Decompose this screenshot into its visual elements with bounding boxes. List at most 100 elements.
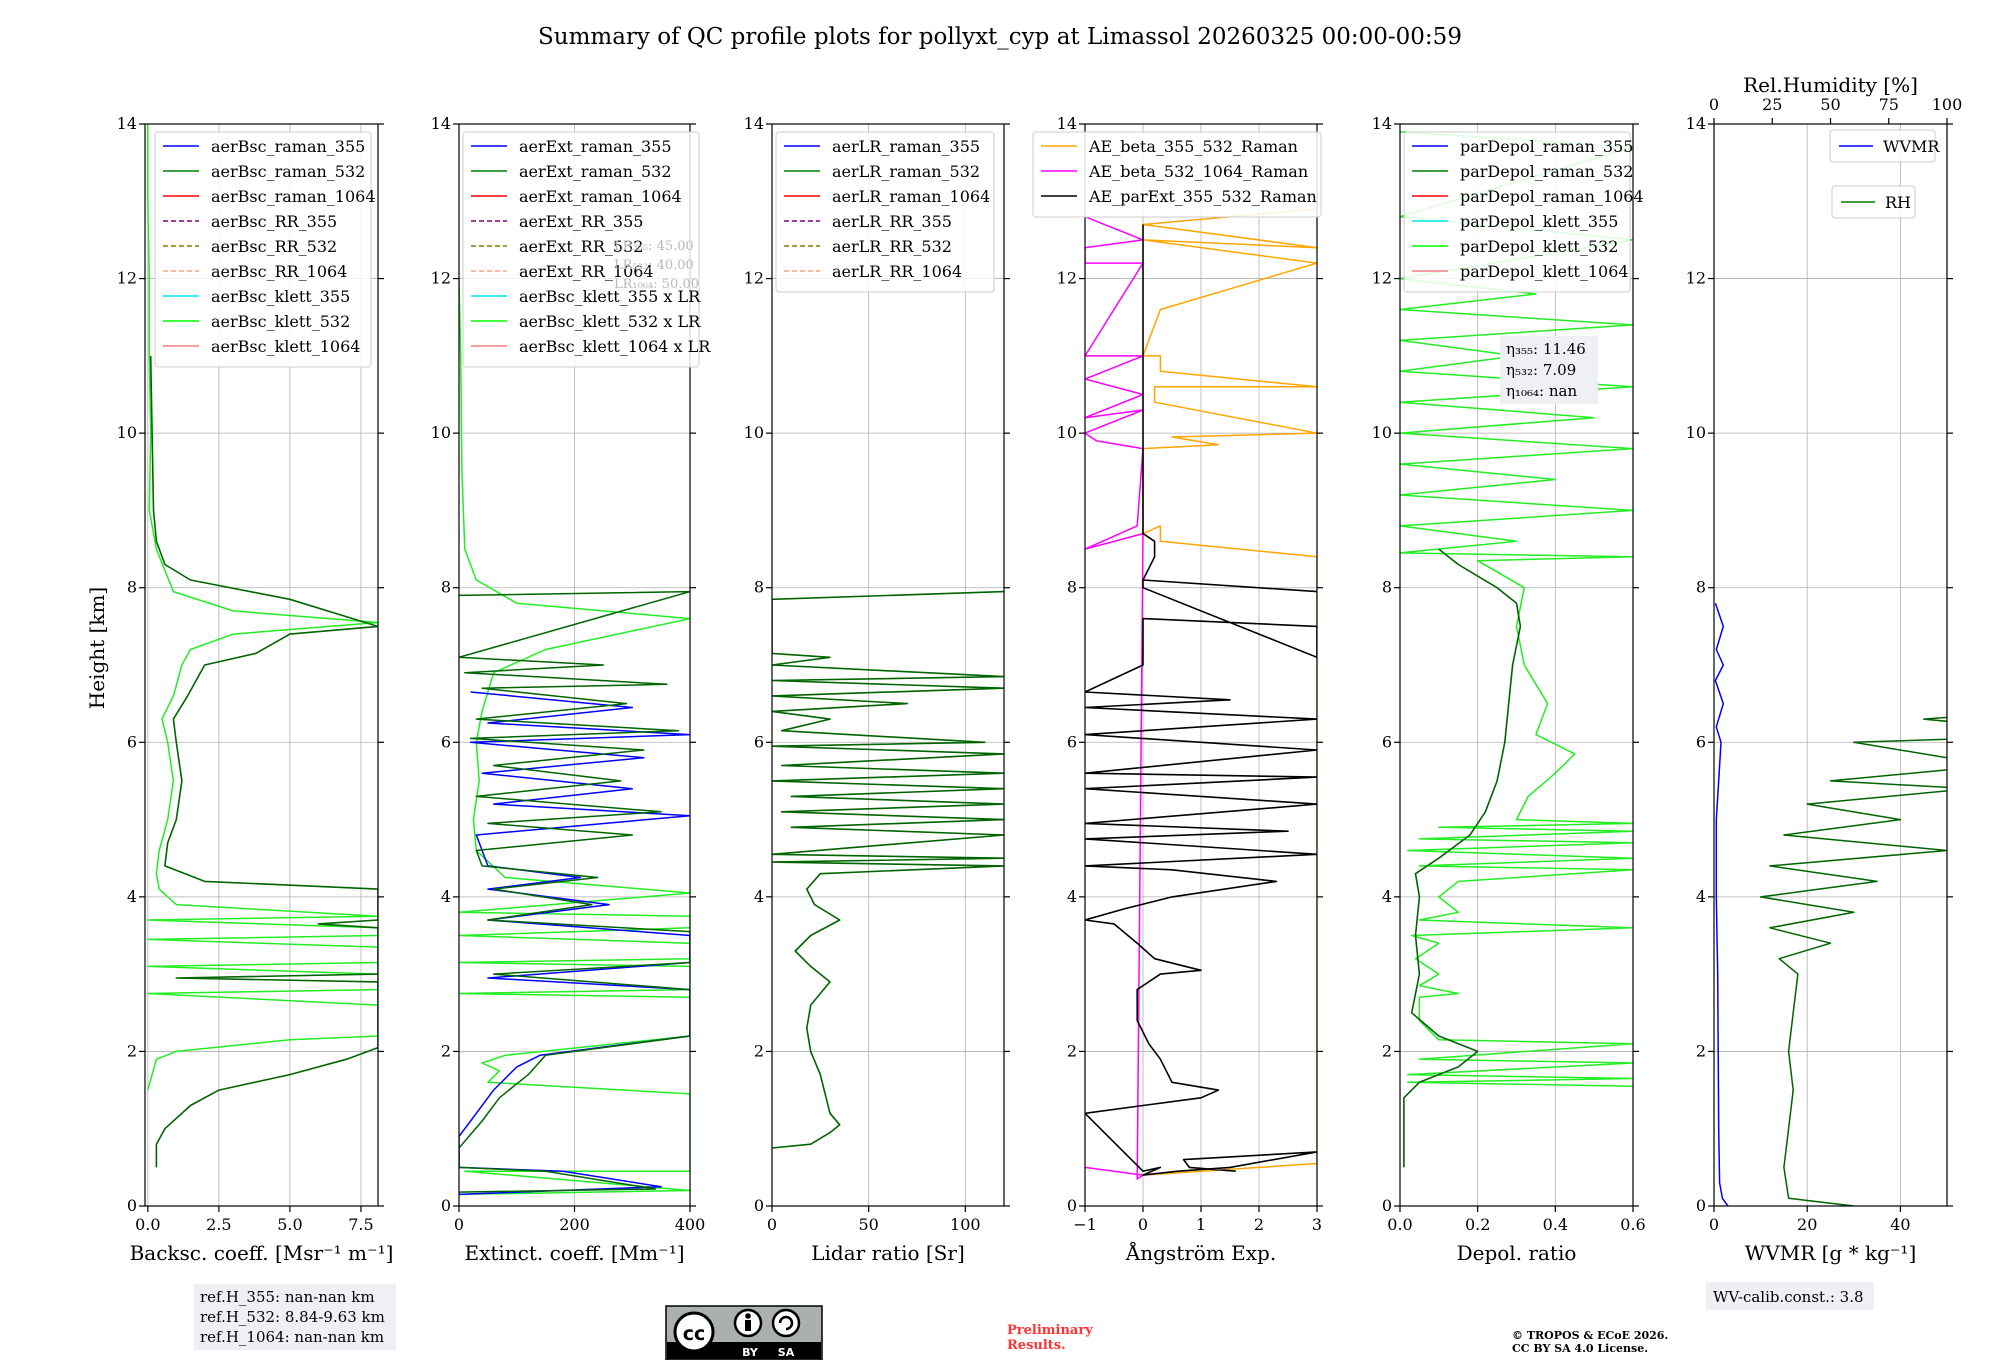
preliminary-results-label: Results. [1007,1338,1066,1353]
panel-1: 0 2 4 6 8 10 12 14 0.0 2.5 5.0 7.5 Backsc. coeff. [M… [117,114,394,1265]
legend-entry: aerExt_RR_355 [519,212,643,231]
sa-share-arrow [778,1315,794,1331]
panel-grid [1713,123,1947,1207]
x-tick-label: 40 [1890,1215,1910,1234]
panel-frame [1713,123,1948,1207]
series-AE_parExt_355_532_Raman [1085,224,1317,1176]
license-line: CC BY SA 4.0 License. [1512,1342,1648,1355]
legend-entry: aerLR_RR_1064 [832,262,962,281]
x-tick-label: 0.2 [1465,1215,1490,1234]
y-tick-label: 14 [117,114,137,133]
legend-entry: aerBsc_klett_355 x LR [519,287,701,306]
x-tick-label: 2 [1254,1215,1264,1234]
legend-entry: aerBsc_klett_1064 x LR [519,337,711,356]
depol-eta-background [1500,336,1598,404]
x-axis-label: Depol. ratio [1457,1241,1577,1265]
y-tick-label: 14 [1372,114,1392,133]
y-tick-label: 10 [1372,423,1392,442]
legend-entry: aerLR_RR_532 [832,237,952,256]
legend-entry: parDepol_raman_1064 [1460,187,1644,206]
preliminary-label: Preliminary [1007,1323,1093,1338]
y-tick-label: 2 [127,1041,137,1060]
lidar-ratio-label: LR₅₃₂: 40.00 [614,258,694,273]
x-tick-label: 20 [1797,1215,1817,1234]
y-tick-label: 8 [754,578,764,597]
legend-entry: parDepol_klett_355 [1460,212,1618,231]
x-axis-label: Extinct. coeff. [Mm⁻¹] [464,1241,684,1265]
panel-grid [1084,123,1318,1207]
x-tick-label: 400 [675,1215,706,1234]
x-tick-label: 0.0 [1387,1215,1412,1234]
y-tick-label: 6 [1067,732,1077,751]
x-axis-label: Lidar ratio [Sr] [811,1241,965,1265]
series-aerBsc_klett_532 [147,124,378,1091]
series-aerLR_raman_532 [772,590,1004,1149]
legend-entry: aerBsc_RR_1064 [211,262,347,281]
panel-frame [144,123,379,1207]
panel-series [1714,602,1947,1206]
legend-entry: aerBsc_RR_355 [211,212,337,231]
x-tick-label: 0.0 [135,1215,160,1234]
y-axis-label: Height [km] [85,587,109,709]
wvmr-legend-box [1829,129,1936,163]
y-tick-label: 8 [1696,578,1706,597]
legend-entry: aerExt_raman_1064 [519,187,682,206]
legend-entry: aerExt_raman_355 [519,137,672,156]
y-tick-label: 0 [127,1196,137,1215]
y-tick-label: 6 [1382,732,1392,751]
x-tick-label: 0.6 [1620,1215,1645,1234]
y-tick-label: 12 [1372,269,1392,288]
y-tick-label: 10 [431,423,451,442]
depol-eta-label: η₅₃₂: 7.09 [1506,361,1576,379]
y-tick-label: 0 [1696,1196,1706,1215]
y-tick-label: 2 [754,1041,764,1060]
legend-entry: aerBsc_raman_355 [211,137,365,156]
y-tick-label: 4 [1067,887,1077,906]
ref-height-355: ref.H_355: nan-nan km [200,1288,375,1306]
series-aerExt_raman_355 [459,691,690,1196]
legend-entry: aerBsc_raman_532 [211,162,365,181]
depol-eta-label: η₁₀₆₄: nan [1506,382,1577,400]
series-AE_beta_355_532_Raman [1142,193,1317,1176]
y-tick-label: 12 [431,269,451,288]
y-tick-label: 14 [1686,114,1706,133]
x-tick-label: 0 [767,1215,777,1234]
panel-frame [771,123,1005,1207]
series-AE_beta_532_1064_Raman [1085,216,1144,1180]
legend-entry: AE_beta_355_532_Raman [1088,137,1298,156]
y-tick-label: 6 [1696,732,1706,751]
legend-entry: aerBsc_RR_532 [211,237,337,256]
legend-box [154,131,372,368]
panel-series [772,590,1004,1149]
x-tick-label: 100 [950,1215,981,1234]
x-tick-label: 7.5 [348,1215,373,1234]
series-RH [1759,687,1947,1206]
wvmr-legend-label: WVMR [1883,137,1940,156]
top-x-tick-label: 50 [1820,95,1840,114]
cc-license-badge[interactable]: cc BY SA [665,1305,823,1360]
x-tick-label: 1 [1196,1215,1206,1234]
legend-entry: parDepol_klett_532 [1460,237,1618,256]
y-tick-label: 4 [441,887,451,906]
legend-entry: aerBsc_klett_532 [211,312,350,331]
y-tick-label: 6 [127,732,137,751]
series-WVMR [1714,602,1729,1206]
y-tick-label: 4 [127,887,137,906]
legend-box [462,131,700,368]
lidar-ratio-label: LR₃₅₅: 45.00 [614,239,694,254]
panel-legend: aerBsc_raman_355 aerBsc_raman_532 aerBsc_r… [154,131,376,368]
x-axis-label: Ångström Exp. [1125,1240,1276,1265]
y-tick-label: 10 [117,423,137,442]
y-tick-label: 8 [441,578,451,597]
panel-legend: parDepol_raman_355 parDepol_raman_532 parD… [1403,131,1644,293]
y-tick-label: 0 [441,1196,451,1215]
legend-entry: parDepol_raman_532 [1460,162,1633,181]
top-x-tick-label: 0 [1709,95,1719,114]
depol-eta-label: η₃₅₅: 11.46 [1506,340,1586,358]
cc-by-label: BY [742,1346,759,1359]
y-tick-label: 2 [1067,1041,1077,1060]
series-parDepol_raman_532 [1403,548,1522,1168]
y-tick-label: 14 [744,114,764,133]
panel-frame [1399,123,1634,1207]
y-tick-label: 8 [127,578,137,597]
